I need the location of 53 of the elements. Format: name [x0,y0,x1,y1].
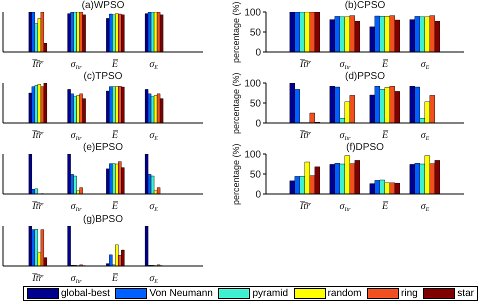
y-tick-label: 50 [250,28,262,39]
y-axis-title: percentage (%) [231,71,242,136]
chart-title: (e)EPSO [82,142,124,153]
x-tick-label: σ$_{E}$ [149,130,158,142]
x-tick-label: I̅t̅r̅ [31,130,44,141]
y-tick-label: 100 [244,78,262,90]
legend-label: pyramid [252,288,288,299]
x-tick-label: E̅ [110,59,119,70]
x-tick-label: I̅t̅r̅ [31,58,44,70]
x-tick-label: E̅ [380,201,390,212]
legend-label: ring [401,288,418,299]
x-tick-label: σ$_{Itr}$ [340,130,352,142]
x-tick-label: I̅t̅r̅ [298,58,312,70]
y-tick-label: 100 [244,150,262,161]
y-tick-label: 100 [244,8,262,19]
chart-title: (a)WPSO [80,0,126,11]
x-tick-label: E̅ [380,59,390,70]
x-tick-label: σ$_{E}$ [149,273,158,285]
x-tick-label: E̅ [380,130,390,141]
y-tick-label: 50 [250,98,262,110]
legend-label: random [328,288,362,299]
x-tick-label: E̅ [110,273,119,284]
x-tick-label: σ$_{Itr}$ [70,201,82,213]
chart-title: (d)PPSO [344,71,386,82]
x-tick-label: E̅ [110,201,119,212]
chart-title: (c)TPSO [82,71,124,82]
legend-label: global-best [61,288,110,299]
x-tick-label: σ$_{E}$ [420,201,430,213]
x-tick-label: I̅t̅r̅ [31,200,44,212]
x-tick-label: I̅t̅r̅ [298,200,312,212]
y-tick-label: 50 [250,170,262,181]
x-tick-label: σ$_{E}$ [149,59,158,71]
x-tick-label: σ$_{Itr}$ [340,201,352,213]
x-tick-label: σ$_{E}$ [420,130,430,142]
x-tick-label: I̅t̅r̅ [31,272,44,284]
chart-title: (b)CPSO [344,0,386,11]
x-tick-label: σ$_{E}$ [420,59,430,71]
y-axis-title: percentage (%) [231,142,242,207]
y-tick-label: 0 [255,118,262,130]
x-tick-label: σ$_{E}$ [149,201,158,213]
x-tick-label: σ$_{Itr}$ [70,273,82,285]
chart-title: (g)BPSO [82,214,124,225]
legend-label: Von Neumann [149,288,213,299]
x-tick-label: σ$_{Itr}$ [70,59,82,71]
legend-label: star [457,288,474,299]
x-tick-label: I̅t̅r̅ [298,130,312,141]
x-tick-label: σ$_{Itr}$ [340,59,352,71]
y-tick-label: 0 [255,48,262,59]
y-axis-title: percentage (%) [231,0,242,65]
x-tick-label: E̅ [110,130,119,141]
y-tick-label: 0 [255,190,262,201]
chart-title: (f)DPSO [345,142,385,153]
x-tick-label: σ$_{Itr}$ [70,130,82,142]
